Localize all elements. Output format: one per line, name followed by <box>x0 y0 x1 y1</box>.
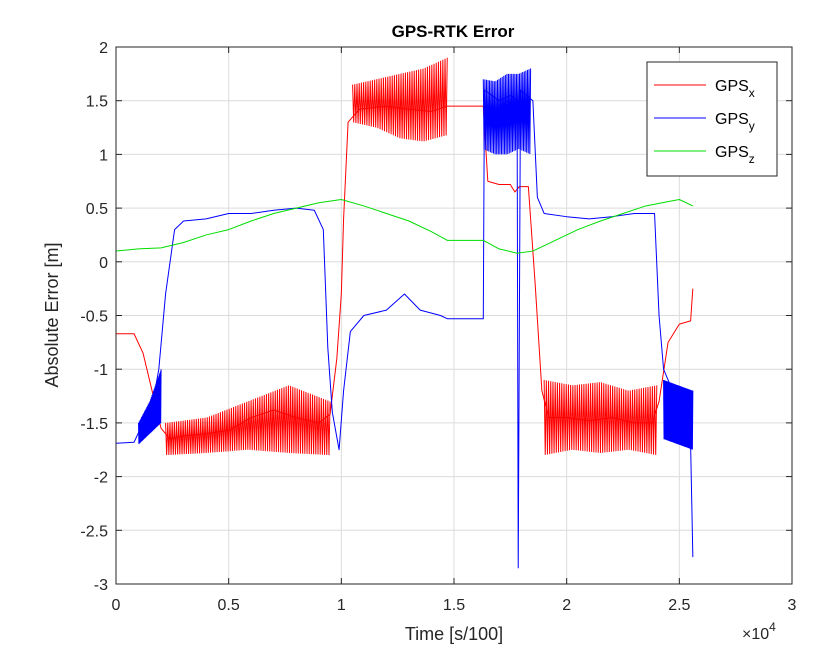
x-tick-label: 2.5 <box>668 597 690 614</box>
legend-label: GPSy <box>715 111 755 133</box>
legend-label: GPSz <box>715 144 755 166</box>
y-tick-labels: 2 1.5 1 0.5 0 -0.5 -1 -1.5 -2 -2.5 -3 <box>80 40 108 594</box>
y-tick-label: 0.5 <box>86 201 108 218</box>
x-tick-label: 0.5 <box>218 597 240 614</box>
y-tick-label: 1.5 <box>86 94 108 111</box>
series-line <box>116 105 694 440</box>
y-tick-label: -1 <box>94 362 108 379</box>
legend-label-base: GPS <box>715 144 749 161</box>
oscillation-band <box>663 379 694 450</box>
y-tick-label: -2.5 <box>80 523 108 540</box>
legend-label: GPSx <box>715 78 755 100</box>
y-axis-label: Absolute Error [m] <box>42 242 62 387</box>
oscillation-band <box>165 385 331 456</box>
x-exponent-label: ×104 <box>742 620 776 643</box>
chart-title: GPS-RTK Error <box>392 22 515 41</box>
oscillation-band <box>543 379 658 455</box>
series-gps-y <box>116 68 694 569</box>
y-tick-label: -2 <box>94 470 108 487</box>
x-tick-label: 2 <box>562 597 571 614</box>
series-line <box>116 199 694 254</box>
series-layer <box>116 57 694 569</box>
oscillation-band <box>352 57 448 142</box>
legend-item-gps-z: GPSz <box>654 144 755 166</box>
tick-marks <box>115 46 793 585</box>
x-tick-label: 0 <box>112 597 121 614</box>
x-axis-label: Time [s/100] <box>405 624 503 644</box>
x-tick-label: 3 <box>788 597 797 614</box>
y-tick-label: -3 <box>94 577 108 594</box>
legend-box <box>646 61 778 177</box>
y-tick-label: -1.5 <box>80 416 108 433</box>
y-tick-label: 2 <box>99 40 108 57</box>
y-tick-label: 1 <box>99 147 108 164</box>
legend-item-gps-y: GPSy <box>654 111 755 133</box>
legend-item-gps-x: GPSx <box>654 78 755 100</box>
oscillation-band <box>482 68 532 155</box>
x-exponent-base: ×10 <box>742 626 769 643</box>
x-exponent-power: 4 <box>769 620 776 634</box>
legend-label-base: GPS <box>715 111 749 128</box>
x-tick-label: 1 <box>337 597 346 614</box>
legend-label-subscript: x <box>749 86 755 100</box>
series-gps-x <box>116 57 694 456</box>
legend-label-subscript: z <box>749 152 755 166</box>
series-line <box>116 89 694 569</box>
series-gps-z <box>116 199 694 254</box>
y-tick-label: -0.5 <box>80 309 108 326</box>
y-tick-label: 0 <box>99 255 108 272</box>
x-tick-label: 1.5 <box>443 597 465 614</box>
x-tick-labels: 0 0.5 1 1.5 2 2.5 3 <box>112 597 797 614</box>
legend-label-subscript: y <box>749 119 755 133</box>
legend-label-base: GPS <box>715 78 749 95</box>
